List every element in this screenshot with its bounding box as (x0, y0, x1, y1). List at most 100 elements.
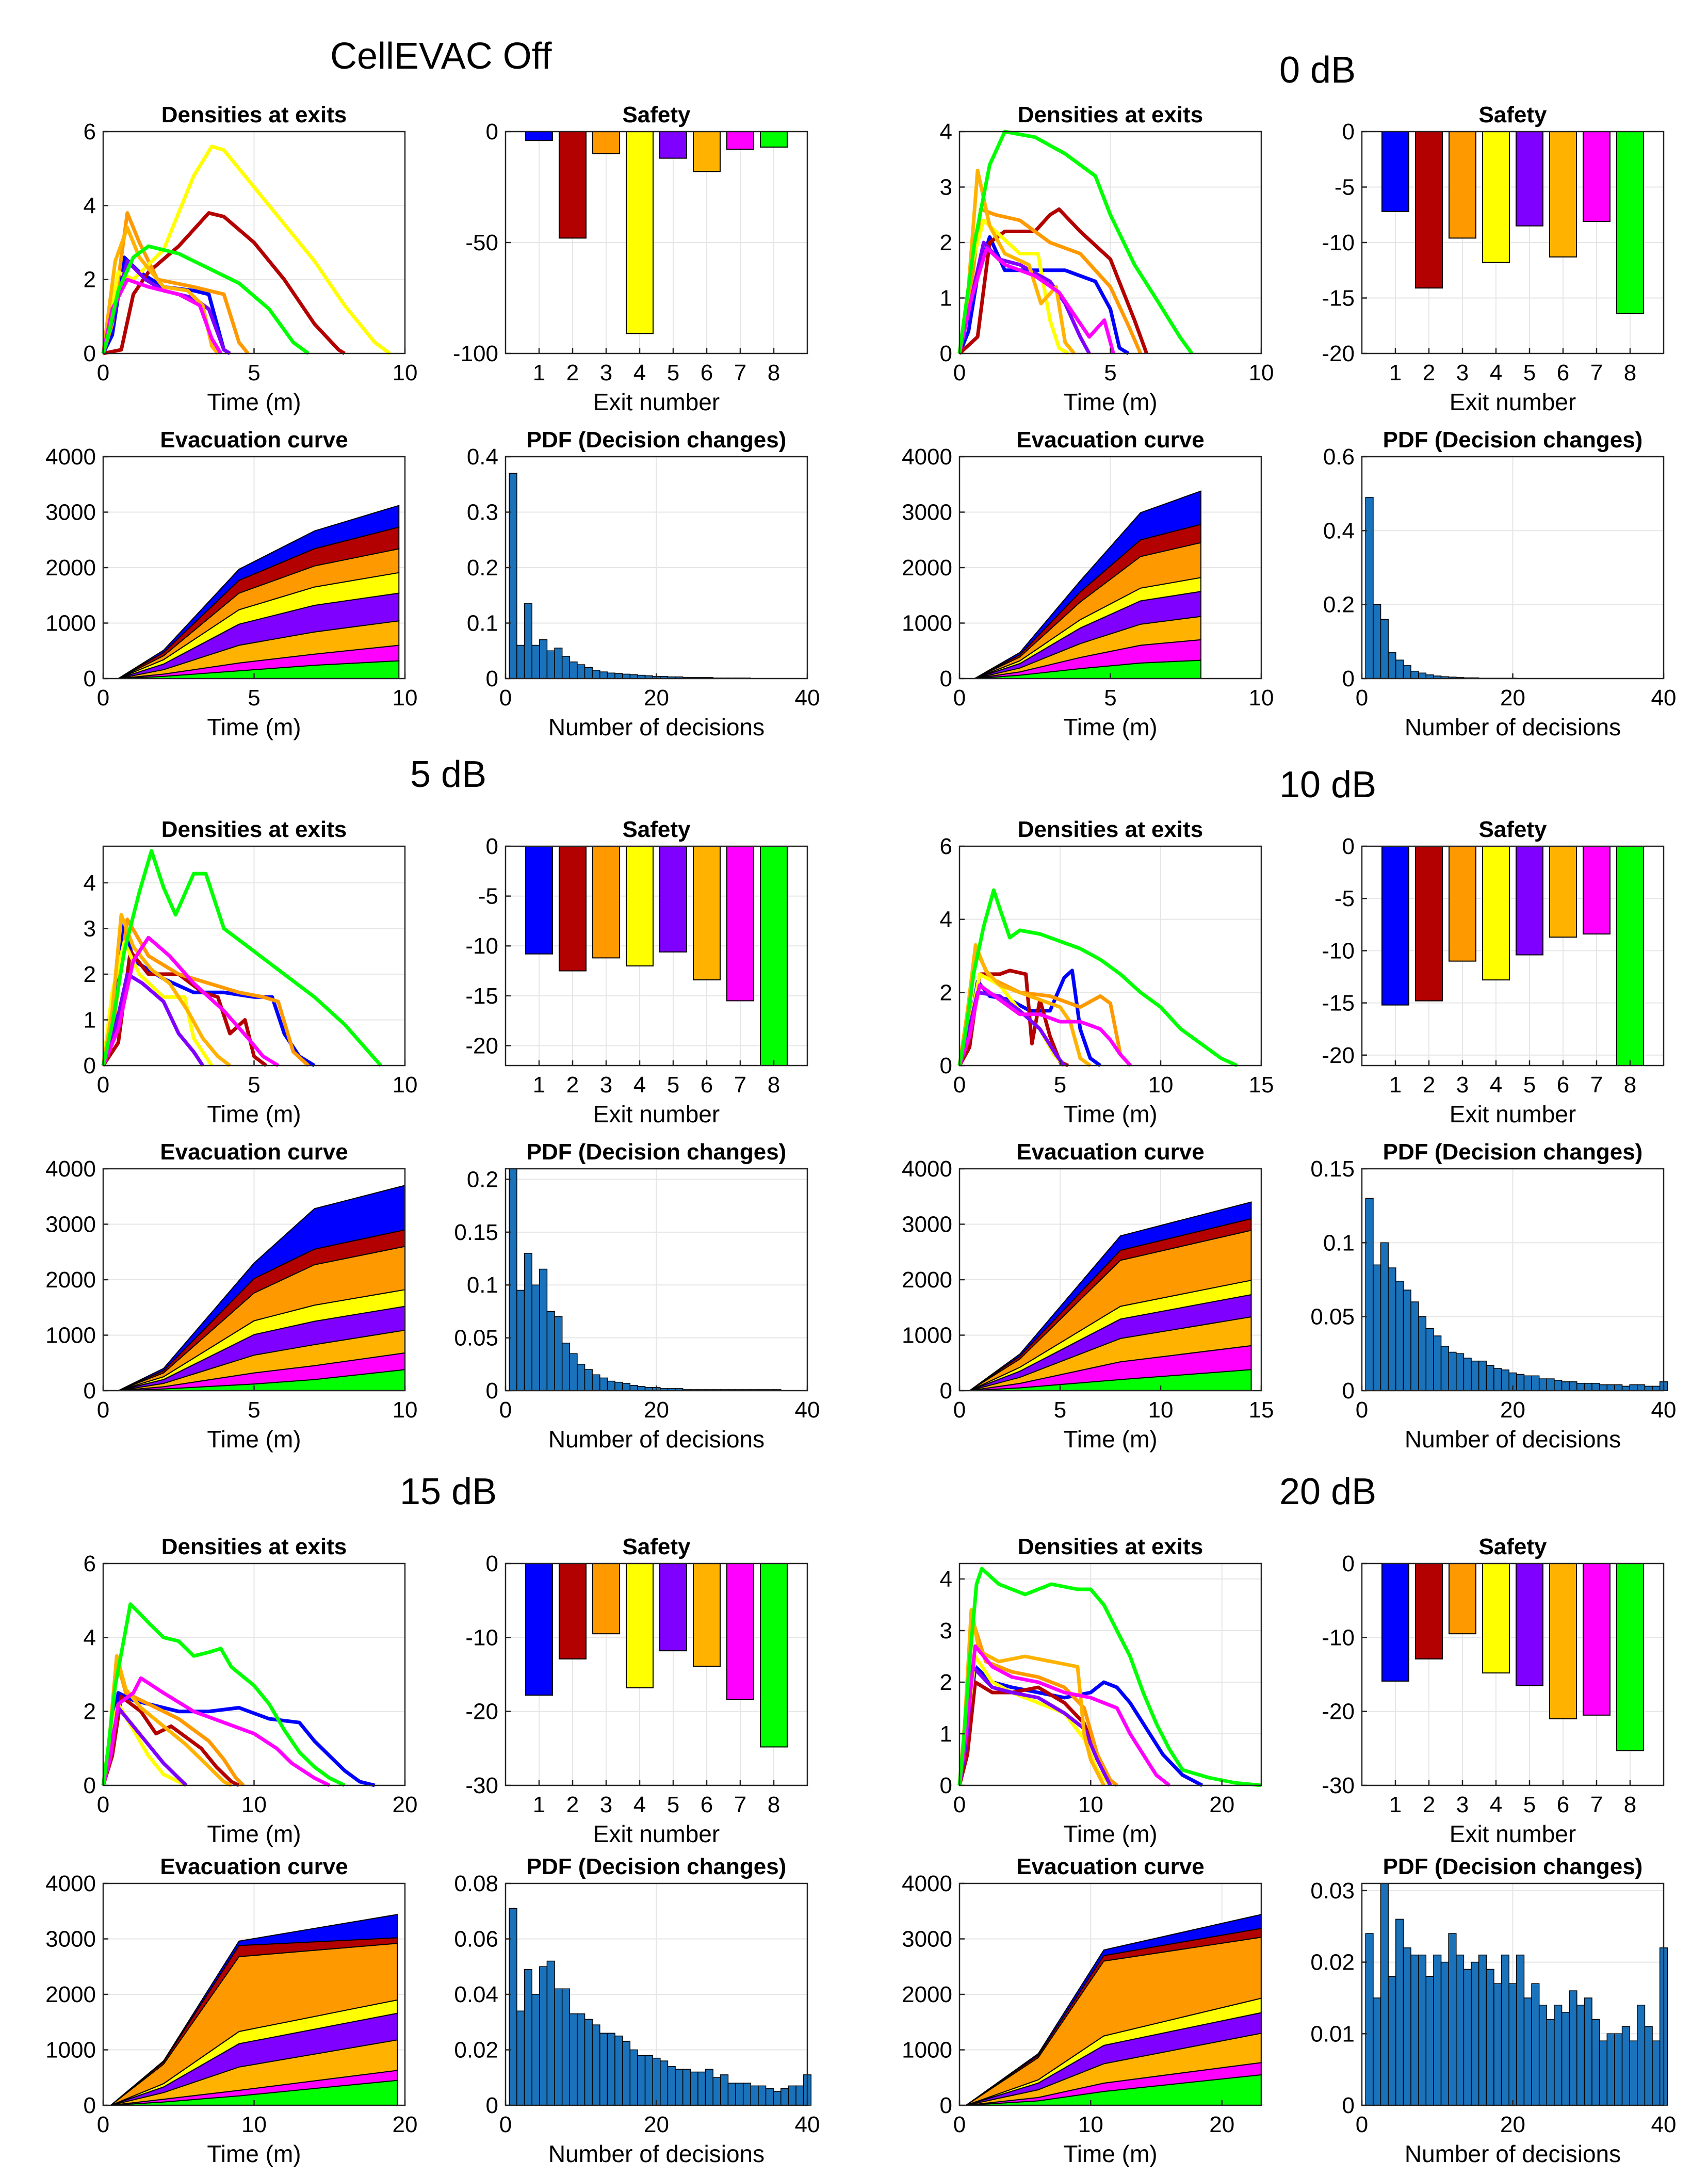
pdf-bar (584, 2019, 593, 2106)
pdf-bar (554, 1988, 563, 2106)
ticks (958, 131, 1262, 354)
xtick-label: 20 (393, 1792, 418, 1817)
pdf-bar (1403, 665, 1411, 679)
pdf-bar (1531, 1375, 1540, 1391)
axes-title: PDF (Decision changes) (1383, 1854, 1643, 1879)
xtick-label: 20 (393, 2112, 418, 2137)
xtick-label: 5 (667, 1792, 679, 1817)
xtick-label: 1 (533, 1792, 545, 1817)
pdf-bar (1403, 1947, 1411, 2106)
safety-bar-exit-2 (559, 846, 587, 972)
density-line-exit-7 (957, 246, 1115, 354)
xtick-label: 2 (1423, 360, 1435, 385)
evac-area-exit-1 (110, 1914, 398, 2106)
chart-17-bar: 1 2 3 4 5 6 7 8 -30 -20 -10 0 Safety Exit number (465, 1534, 808, 1847)
pdf-bar (1493, 1983, 1502, 2106)
safety-bar-exit-4 (1482, 1563, 1510, 1674)
pdf-bar (524, 603, 532, 679)
axes-box (1361, 1562, 1665, 1786)
ytick-label: -20 (1322, 341, 1355, 366)
chart-18-area: 0 10 20 0 1000 2000 3000 4000 Evacuation curve Ti… (45, 1854, 417, 2167)
pdf-bar (1554, 2005, 1563, 2106)
xtick-label: 7 (1590, 1072, 1603, 1098)
pdf-bar (599, 671, 608, 679)
ytick-label: 0 (84, 341, 96, 366)
ytick-label: 0.4 (1323, 518, 1355, 543)
ytick-label: -20 (1322, 1043, 1355, 1068)
ytick-label: -20 (1322, 1699, 1355, 1724)
pdf-bar (561, 1343, 571, 1391)
xtick-label: 0 (97, 685, 109, 711)
pdf-bar (629, 1385, 638, 1391)
ytick-label: 3 (84, 916, 96, 941)
density-line-exit-7 (101, 936, 280, 1067)
density-line-exit-6 (957, 168, 1076, 355)
safety-bar-exit-5 (659, 846, 687, 953)
pdf-bar (1621, 2026, 1630, 2106)
pdf-bar (561, 1988, 571, 2106)
safety-bar-exit-3 (1449, 131, 1476, 239)
xtick-label: 40 (795, 2112, 820, 2137)
safety-bar-exit-5 (1516, 846, 1543, 956)
evac-area-exit-1 (118, 505, 400, 679)
pdf-bar (516, 2010, 525, 2106)
pdf-bar (1644, 1385, 1653, 1391)
scenario-title-5db: 5 dB (410, 754, 487, 795)
ytick-label: 2000 (45, 555, 96, 581)
pdf-bar (1410, 1301, 1419, 1391)
axes-title: PDF (Decision changes) (1383, 427, 1643, 453)
axes-box (1361, 845, 1665, 1067)
ticks (506, 845, 775, 1066)
safety-bar-exit-4 (1482, 846, 1510, 981)
ytick-label: 0 (486, 119, 498, 144)
ytick-label: 2000 (902, 555, 952, 581)
axes-title: Evacuation curve (160, 1139, 348, 1165)
safety-bar-exit-8 (760, 846, 788, 1066)
ticks (1362, 131, 1631, 354)
ytick-label: 3000 (902, 500, 952, 525)
xtick-label: 5 (1523, 1792, 1536, 1817)
safety-bar-exit-7 (726, 846, 754, 1002)
xtick-label: 20 (1209, 1792, 1234, 1817)
xtick-label: 10 (1078, 1792, 1103, 1817)
ytick-label: 0 (940, 341, 952, 366)
axes-title: Evacuation curve (160, 1854, 348, 1879)
chart-20-line: 0 10 20 0 1 2 3 4 Densities at exits Time (m) (940, 1534, 1262, 1847)
pdf-bar (637, 2055, 646, 2106)
chart-10-area: 0 5 10 0 1000 2000 3000 4000 Evacuation curve Tim… (45, 1139, 417, 1453)
xtick-label: 4 (1490, 1072, 1502, 1098)
xtick-label: 0 (499, 685, 512, 711)
pdf-bar (1478, 1360, 1487, 1391)
pdf-bar (539, 639, 548, 679)
xtick-label: 6 (701, 360, 713, 385)
ytick-label: 4 (940, 119, 952, 144)
xtick-label: 2 (566, 360, 579, 385)
chart-13-bar: 1 2 3 4 5 6 7 8 -20 -15 -10 -5 0 Safety Exit number (1322, 817, 1665, 1127)
safety-bar-exit-6 (1549, 131, 1577, 257)
pdf-bar (1456, 1954, 1465, 2106)
pdf-bar (1373, 604, 1381, 679)
xtick-label: 6 (701, 1072, 713, 1098)
ticks (1361, 456, 1665, 680)
ytick-label: 4 (84, 1625, 96, 1650)
xlabel: Time (m) (1063, 1820, 1157, 1847)
ytick-label: -5 (478, 884, 498, 909)
ytick-label: 2 (84, 267, 96, 293)
xtick-label: 0 (97, 1072, 109, 1098)
safety-bar-exit-7 (1583, 846, 1611, 934)
ticks (958, 1168, 1262, 1392)
xtick-label: 8 (768, 1792, 780, 1817)
ytick-label: -30 (1322, 1773, 1355, 1798)
ytick-label: 0 (84, 1773, 96, 1798)
pdf-bar (1501, 1369, 1509, 1391)
xtick-label: 10 (241, 2112, 267, 2137)
ytick-label: -10 (1322, 230, 1355, 255)
pdf-bar (735, 2083, 744, 2106)
xtick-label: 3 (600, 360, 612, 385)
pdf-bar (720, 2074, 729, 2106)
pdf-bar (644, 2055, 653, 2106)
xtick-label: 0 (97, 1397, 109, 1423)
pdf-bar (1493, 1368, 1502, 1391)
xtick-label: 0 (953, 685, 966, 711)
ytick-label: 1 (940, 1721, 952, 1747)
